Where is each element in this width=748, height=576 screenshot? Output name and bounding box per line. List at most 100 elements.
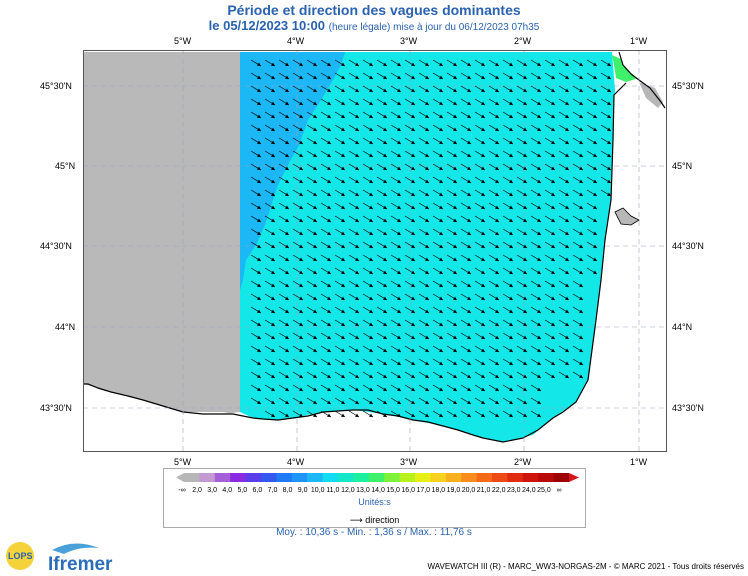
direction-arrow-head — [341, 257, 345, 261]
direction-arrow-head — [355, 244, 359, 248]
direction-arrow-head — [509, 166, 513, 170]
direction-arrow-head — [285, 270, 289, 274]
direction-arrow-head — [495, 322, 499, 326]
direction-arrow-head — [523, 179, 527, 183]
direction-arrow-head — [551, 348, 555, 352]
direction-arrow-head — [257, 231, 261, 235]
direction-arrow-head — [509, 88, 513, 92]
direction-arrow-head — [313, 205, 317, 209]
direction-arrow-head — [537, 114, 541, 118]
direction-arrow-head — [565, 101, 569, 105]
direction-arrow-head — [607, 62, 611, 66]
direction-arrow-head — [257, 283, 261, 287]
direction-arrow-head — [467, 205, 471, 209]
direction-arrow-head — [481, 231, 485, 235]
direction-arrow-head — [439, 88, 443, 92]
direction-arrow-head — [481, 179, 485, 183]
direction-arrow-head — [579, 283, 583, 287]
direction-arrow-head — [285, 257, 289, 261]
direction-arrow-head — [383, 387, 387, 391]
direction-arrow-head — [551, 309, 555, 313]
direction-arrow-head — [551, 205, 555, 209]
direction-arrow-head — [439, 322, 443, 326]
colorbar-swatch — [245, 473, 262, 482]
colorbar-label: 24,0 — [522, 487, 536, 494]
direction-arrow-head — [607, 88, 611, 92]
direction-arrow-head — [425, 205, 429, 209]
direction-arrow-head — [383, 348, 387, 352]
direction-arrow-head — [523, 88, 527, 92]
direction-arrow-head — [593, 114, 597, 118]
direction-arrow-head — [467, 231, 471, 235]
colorbar-label: 13,0 — [356, 487, 370, 494]
direction-arrow-head — [299, 153, 303, 157]
direction-arrow-head — [341, 101, 345, 105]
colorbar-label: 6,0 — [252, 487, 263, 494]
direction-arrow-head — [383, 218, 387, 222]
direction-arrow-head — [495, 309, 499, 313]
direction-arrow-head — [369, 413, 373, 417]
direction-arrow-head — [509, 270, 513, 274]
direction-arrow-head — [425, 101, 429, 105]
direction-arrow-head — [285, 335, 289, 339]
direction-arrow-head — [313, 348, 317, 352]
direction-arrow-head — [257, 348, 261, 352]
direction-arrow-head — [327, 127, 331, 131]
direction-arrow-head — [495, 166, 499, 170]
colorbar-swatch — [184, 473, 200, 482]
direction-arrow-head — [285, 296, 289, 300]
direction-arrow-head — [439, 179, 443, 183]
direction-arrow-head — [579, 296, 583, 300]
gironde-estuary — [639, 82, 663, 108]
direction-arrow-head — [425, 153, 429, 157]
direction-arrow-head — [509, 101, 513, 105]
direction-arrow-head — [439, 361, 443, 365]
direction-arrow-head — [453, 62, 457, 66]
direction-arrow-head — [369, 257, 373, 261]
direction-arrow-head — [257, 140, 261, 144]
direction-arrow-head — [453, 218, 457, 222]
direction-arrow-head — [579, 322, 583, 326]
direction-arrow-head — [271, 413, 275, 417]
direction-arrow-head — [481, 166, 485, 170]
direction-arrow-head — [397, 153, 401, 157]
direction-arrow-head — [537, 322, 541, 326]
direction-arrow-head — [523, 348, 527, 352]
direction-arrow-head — [299, 166, 303, 170]
direction-arrow-head — [439, 400, 443, 404]
map-title: Période et direction des vagues dominant… — [227, 2, 521, 18]
direction-arrow-head — [551, 62, 555, 66]
direction-arrow-head — [481, 218, 485, 222]
direction-arrow-head — [411, 205, 415, 209]
direction-arrow-head — [523, 400, 527, 404]
direction-arrow-head — [439, 244, 443, 248]
direction-arrow-head — [397, 75, 401, 79]
direction-arrow-head — [439, 75, 443, 79]
direction-arrow-head — [425, 179, 429, 183]
direction-arrow-head — [411, 127, 415, 131]
direction-arrow-head — [607, 153, 611, 157]
direction-arrow-head — [593, 101, 597, 105]
direction-arrow-head — [509, 413, 513, 417]
colorbar-label: 22,0 — [491, 487, 506, 494]
direction-arrow-head — [299, 322, 303, 326]
direction-arrow-head — [383, 270, 387, 274]
colorbar-label: 23,0 — [506, 487, 521, 494]
direction-arrow-head — [537, 257, 541, 261]
direction-arrow-head — [369, 231, 373, 235]
direction-arrow-head — [383, 322, 387, 326]
direction-arrow-head — [355, 296, 359, 300]
direction-arrow-head — [411, 335, 415, 339]
direction-arrow-head — [355, 231, 359, 235]
direction-arrow-head — [299, 257, 303, 261]
colorbar-high-tip — [569, 473, 579, 482]
direction-arrow-head — [327, 283, 331, 287]
direction-arrow-head — [369, 270, 373, 274]
direction-arrow-head — [411, 270, 415, 274]
colorbar-swatch — [368, 473, 385, 482]
direction-arrow-head — [397, 400, 401, 404]
left-lat-label: 45°N — [55, 161, 76, 171]
direction-arrow-head — [551, 244, 555, 248]
direction-arrow-head — [425, 140, 429, 144]
direction-arrow-head — [537, 374, 541, 378]
